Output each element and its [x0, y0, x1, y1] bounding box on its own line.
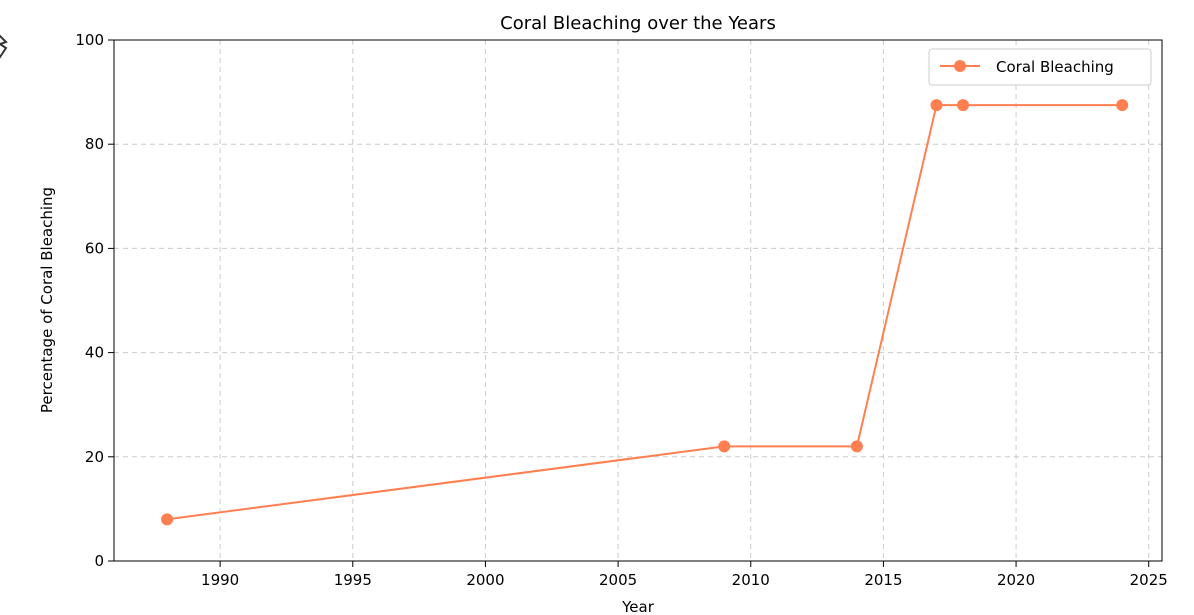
legend-box — [928, 48, 1152, 86]
legend-marker-swatch — [954, 60, 966, 72]
legend-label: Coral Bleaching — [996, 58, 1114, 76]
plot-area-frame — [113, 39, 1163, 562]
x-tick-label: 1995 — [334, 571, 372, 589]
x-axis-label: Year — [621, 598, 655, 615]
x-tick-label: 2015 — [864, 571, 902, 589]
y-tick-label: 60 — [85, 239, 104, 257]
data-point — [850, 440, 863, 453]
series-line — [166, 104, 1123, 521]
x-tick-label: 2000 — [466, 571, 504, 589]
y-tick-label: 20 — [85, 448, 104, 466]
x-tick-label: 1990 — [201, 571, 239, 589]
y-axis: 0 20 40 60 80 100 — [75, 31, 114, 570]
data-point — [1116, 99, 1129, 112]
legend: Coral Bleaching — [928, 48, 1152, 86]
x-tick-label: 2025 — [1130, 571, 1168, 589]
data-point — [718, 440, 731, 453]
y-tick-label: 100 — [75, 31, 104, 49]
y-tick-label: 40 — [85, 344, 104, 362]
chart-title: Coral Bleaching over the Years — [500, 13, 776, 34]
x-axis: 1990 1995 2000 2005 2010 2015 2020 2025 — [201, 561, 1168, 589]
y-tick-label: 0 — [94, 552, 104, 570]
y-tick-label: 80 — [85, 135, 104, 153]
x-tick-label: 2005 — [599, 571, 637, 589]
x-tick-label: 2010 — [732, 571, 770, 589]
data-point — [161, 513, 174, 526]
data-point — [930, 99, 943, 112]
grid — [114, 39, 1162, 562]
x-tick-label: 2020 — [997, 571, 1035, 589]
data-point — [957, 99, 970, 112]
y-axis-label: Percentage of Coral Bleaching — [38, 187, 56, 413]
cursor-arrow-icon — [0, 34, 8, 59]
series-layer — [161, 99, 1129, 526]
